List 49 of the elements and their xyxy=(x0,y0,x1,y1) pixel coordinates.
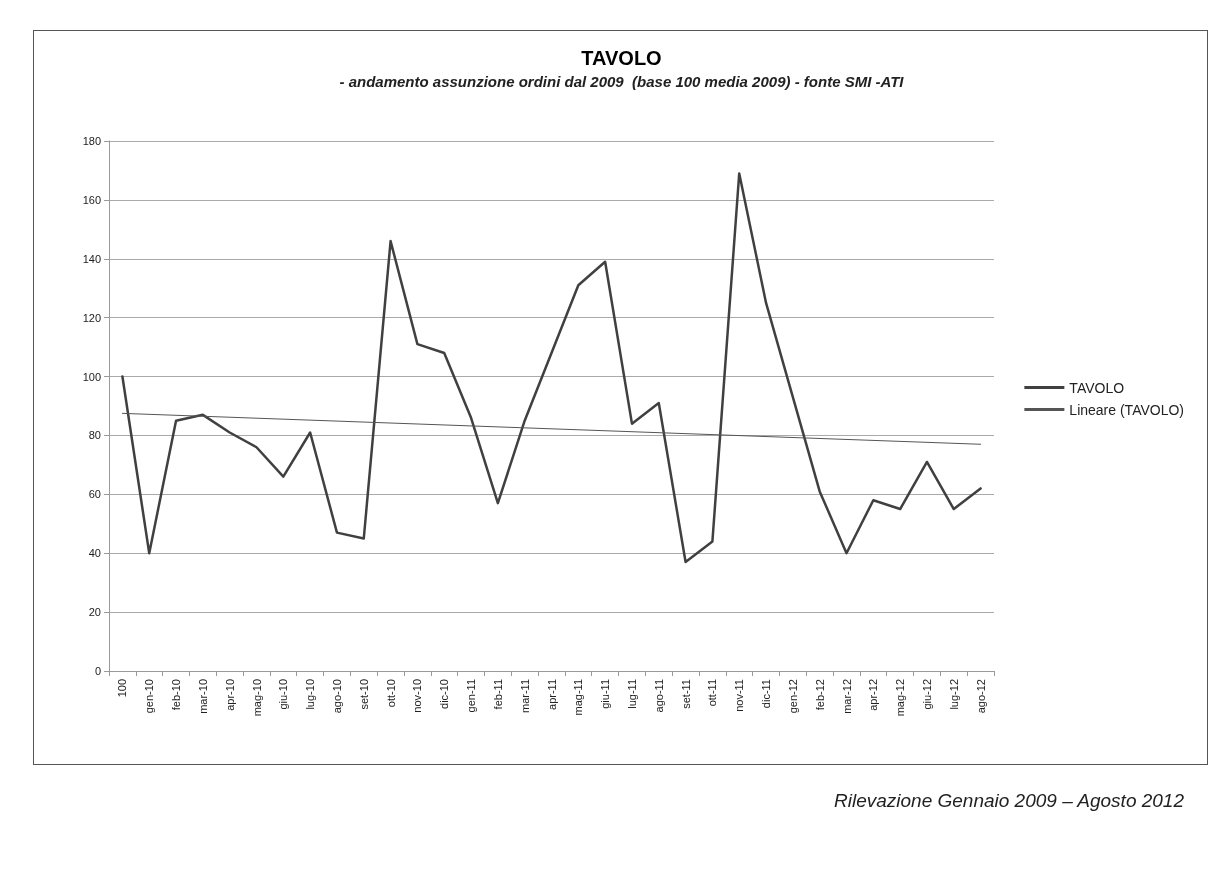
x-tick-label: giu-12 xyxy=(920,679,933,710)
x-tick-label: 100 xyxy=(116,679,129,698)
x-tick-label: lug-10 xyxy=(304,679,317,710)
x-tick-label: mar-11 xyxy=(518,679,531,714)
x-tick-label: feb-10 xyxy=(170,679,183,711)
x-tick-label: gen-10 xyxy=(143,679,156,714)
x-tick-label: ott-11 xyxy=(706,679,719,707)
y-tick-label: 0 xyxy=(94,665,101,677)
x-tick-label: gen-11 xyxy=(465,679,478,713)
x-tick-label: gen-12 xyxy=(786,679,799,714)
y-tick-label: 60 xyxy=(88,488,101,501)
x-tick-label: apr-11 xyxy=(545,679,558,710)
x-tick-label: dic-11 xyxy=(760,679,773,709)
y-tick-label: 80 xyxy=(88,429,101,442)
x-tick-label: giu-11 xyxy=(599,679,612,709)
x-tick-label: apr-10 xyxy=(223,679,236,711)
x-tick-label: mag-10 xyxy=(250,679,263,717)
x-tick-label: dic-10 xyxy=(438,679,451,709)
x-tick-label: ott-10 xyxy=(384,679,397,708)
x-tick-label: mar-12 xyxy=(840,679,853,714)
y-tick-label: 100 xyxy=(82,370,101,383)
x-tick-label: nov-11 xyxy=(733,679,746,712)
legend-label: Lineare (TAVOLO) xyxy=(1069,401,1185,418)
x-tick-label: apr-12 xyxy=(867,679,880,711)
x-tick-label: set-11 xyxy=(679,679,692,709)
y-tick-label: 40 xyxy=(88,547,101,560)
x-tick-label: set-10 xyxy=(357,679,370,710)
text: Rilevazione Gennaio 2009 – Agosto 2012 xyxy=(834,790,1184,812)
line-series xyxy=(121,172,982,564)
y-tick-label: 20 xyxy=(88,606,101,619)
y-tick-label: 160 xyxy=(82,193,101,206)
y-tick-label: 180 xyxy=(82,135,101,147)
chart-subtitle: - andamento assunzione ordini dal 2009 (base 100 media 2009) - fonte SMI -ATI xyxy=(339,73,905,90)
x-tick-label: ago-12 xyxy=(974,679,987,714)
x-tick-label: feb-12 xyxy=(813,679,826,711)
y-tick-label: 120 xyxy=(82,311,101,324)
chart-title: TAVOLO xyxy=(581,47,662,69)
x-tick-label: giu-10 xyxy=(277,679,290,710)
y-tick-label: 140 xyxy=(82,252,101,265)
legend-label: TAVOLO xyxy=(1069,379,1125,396)
x-tick-label: lug-11 xyxy=(625,679,638,709)
x-tick-label: feb-11 xyxy=(491,679,504,710)
x-tick-label: ago-11 xyxy=(652,679,665,713)
x-tick-label: mag-11 xyxy=(572,679,585,716)
x-tick-label: mar-10 xyxy=(196,679,209,714)
x-tick-label: nov-10 xyxy=(411,679,424,713)
x-tick-label: mag-12 xyxy=(894,679,907,717)
x-tick-label: ago-10 xyxy=(330,679,343,714)
x-tick-label: lug-12 xyxy=(947,679,960,710)
